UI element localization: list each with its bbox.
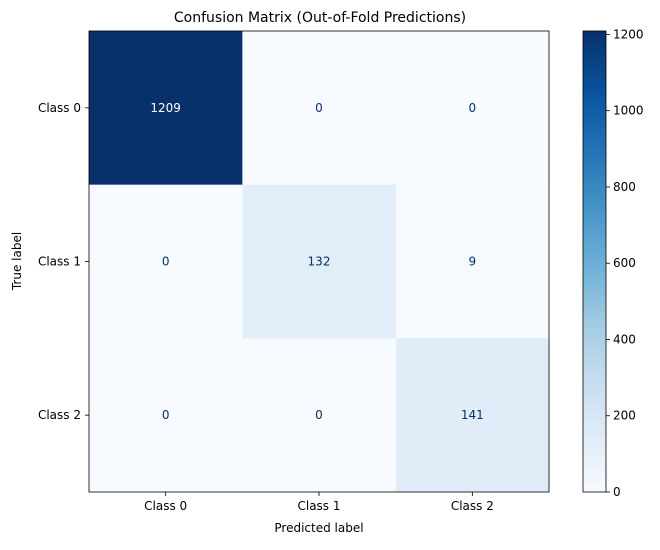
x-axis-label: Predicted label xyxy=(274,521,363,535)
cell-value-label: 1209 xyxy=(150,101,181,115)
x-tick-label: Class 0 xyxy=(144,499,187,513)
cell-value-label: 132 xyxy=(308,255,331,269)
colorbar-tick-label: 200 xyxy=(613,409,636,423)
cell-value-label: 0 xyxy=(469,101,477,115)
colorbar-tick-label: 800 xyxy=(613,180,636,194)
cell-value-label: 141 xyxy=(461,408,484,422)
chart-title: Confusion Matrix (Out-of-Fold Prediction… xyxy=(174,10,466,26)
x-tick-label: Class 2 xyxy=(451,499,494,513)
heatmap-cell xyxy=(395,31,550,186)
cell-value-label: 0 xyxy=(162,408,170,422)
colorbar-gradient xyxy=(583,31,606,492)
heatmap-cell xyxy=(395,184,550,339)
cell-value-label: 0 xyxy=(315,408,323,422)
colorbar-tick-label: 1000 xyxy=(613,104,644,118)
colorbar-frame xyxy=(582,30,607,493)
y-tick-label: Class 0 xyxy=(38,101,81,115)
heatmap-cell xyxy=(89,338,243,493)
x-axis-ticks: Class 0 Class 1 Class 2 xyxy=(144,492,494,513)
colorbar: 0 200 400 600 800 1000 1200 xyxy=(582,27,644,499)
heatmap-cell xyxy=(89,184,243,339)
heatmap-cell xyxy=(242,338,397,493)
heatmap-cell xyxy=(242,31,397,186)
colorbar-tick-label: 0 xyxy=(613,485,621,499)
heatmap-cell-labels: 1209 0 0 0 132 9 0 0 141 xyxy=(150,101,483,422)
colorbar-ticks: 0 200 400 600 800 1000 1200 xyxy=(606,27,644,499)
colorbar-tick-label: 400 xyxy=(613,332,636,346)
x-tick-label: Class 1 xyxy=(297,499,340,513)
heatmap-cell xyxy=(395,338,550,493)
colorbar-tick-label: 600 xyxy=(613,256,636,270)
cell-value-label: 0 xyxy=(315,101,323,115)
colorbar-tick-label: 1200 xyxy=(613,27,644,41)
cell-value-label: 9 xyxy=(469,255,477,269)
heatmap-cell xyxy=(242,184,397,339)
y-tick-label: Class 2 xyxy=(38,408,81,422)
cell-value-label: 0 xyxy=(162,255,170,269)
y-axis-label: True label xyxy=(10,232,24,291)
heatmap-cell xyxy=(89,31,243,186)
y-tick-label: Class 1 xyxy=(38,255,81,269)
y-axis-ticks: Class 0 Class 1 Class 2 xyxy=(38,101,89,422)
heatmap-cells xyxy=(89,31,550,493)
